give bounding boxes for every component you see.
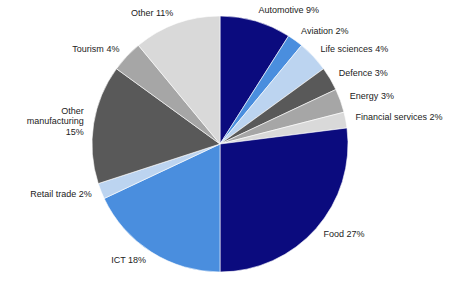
chart: Automotive 9% Aviation 2% Life sciences 4%… [0,0,459,302]
data-label: Aviation 2% [301,27,348,37]
data-label: Food 27% [324,230,365,240]
label-value: 3% [375,68,388,78]
label-name: Defence [339,68,373,78]
data-label: Energy 3% [350,92,394,102]
data-label: Defence 3% [339,68,388,78]
label-value: 4% [375,44,388,54]
label-value: 11% [156,9,173,19]
label-name: Food [324,230,345,240]
data-label: ICT 18% [111,255,146,265]
label-value: 4% [106,44,119,54]
label-name: Tourism [72,44,104,54]
label-name: ICT [111,255,126,265]
label-value: 3% [381,92,394,102]
label-value: 2% [430,113,443,123]
label-value: 2% [79,189,92,199]
data-label: Life sciences 4% [321,44,389,54]
label-name: Aviation [301,27,333,37]
label-value: 18% [128,255,146,265]
label-name: Energy [350,92,379,102]
label-line: manufacturing [27,117,84,127]
label-name: Automotive [259,6,304,16]
label-name: Other [131,9,154,19]
slice [138,16,220,144]
label-name: Life sciences [321,44,374,54]
data-label: Tourism 4% [72,44,119,54]
pie [92,16,348,272]
labels: Automotive 9% Aviation 2% Life sciences 4%… [27,6,443,265]
label-value: 9% [306,6,319,16]
label-name: Retail trade [30,189,76,199]
slice [220,128,348,272]
label-value: 2% [335,27,348,37]
data-label: Othermanufacturing15% [27,106,84,137]
label-name: Financial services [356,113,428,123]
label-value: 27% [347,230,365,240]
data-label: Other 11% [131,9,173,19]
data-label: Automotive 9% [259,6,320,16]
data-label: Financial services 2% [356,113,443,123]
label-line: Other [61,106,84,116]
label-line: 15% [66,127,84,137]
data-label: Retail trade 2% [30,189,92,199]
